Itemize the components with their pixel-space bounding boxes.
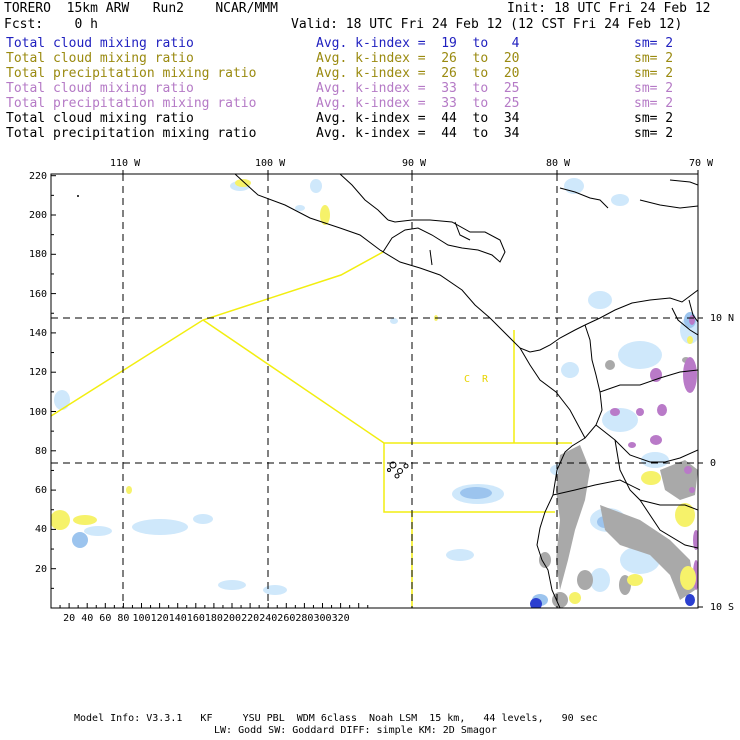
lat-lon-grid xyxy=(51,174,698,608)
x-index-ticks xyxy=(59,603,369,608)
y-tick-label: 100 xyxy=(29,406,48,418)
x-tick-label: 140 xyxy=(168,613,187,624)
legend-k-index: Avg. k-index = 26 to 20 xyxy=(316,66,520,81)
y-tick-label: 220 xyxy=(29,170,48,182)
y-tick-label: 20 xyxy=(35,563,48,575)
region-boundaries xyxy=(51,251,572,608)
legend-smoothing: sm= 2 xyxy=(634,36,674,51)
y-tick-label: 120 xyxy=(29,367,48,379)
x-tick-label: 60 xyxy=(99,613,112,624)
y-tick-label: 180 xyxy=(29,249,48,261)
map-frame xyxy=(50,173,699,609)
legend-smoothing: sm= 2 xyxy=(634,51,674,66)
x-tick-label: 120 xyxy=(150,613,169,624)
x-tick-label: 260 xyxy=(277,613,296,624)
legend-smoothing: sm= 2 xyxy=(634,111,674,126)
forecast-hour: Fcst: 0 h xyxy=(4,17,98,32)
lat-label-0: 0 xyxy=(710,458,717,469)
x-tick-label: 320 xyxy=(331,613,350,624)
legend-smoothing: sm= 2 xyxy=(634,81,674,96)
x-tick-label: 220 xyxy=(241,613,260,624)
model-info: Model Info: V3.3.1 KF YSU PBL WDM 6class… xyxy=(74,713,598,724)
legend-field-name: Total cloud mixing ratio xyxy=(6,111,194,126)
lon-label-90w: 90 W xyxy=(402,158,427,169)
y-tick-label: 40 xyxy=(35,524,48,536)
init-time: Init: 18 UTC Fri 24 Feb 12 xyxy=(507,1,711,16)
y-index-ticks xyxy=(51,175,56,589)
legend-field-name: Total precipitation mixing ratio xyxy=(6,96,257,111)
lon-label-80w: 80 W xyxy=(546,158,571,169)
x-tick-label: 100 xyxy=(132,613,151,624)
legend-smoothing: sm= 2 xyxy=(634,126,674,141)
lat-label-10s: 10 S xyxy=(710,602,735,613)
legend-k-index: Avg. k-index = 33 to 25 xyxy=(316,81,520,96)
y-tick-label: 160 xyxy=(29,288,48,300)
x-tick-label: 80 xyxy=(117,613,130,624)
legend-smoothing: sm= 2 xyxy=(634,66,674,81)
x-tick-label: 240 xyxy=(259,613,278,624)
cloud-dark-areas xyxy=(530,594,695,608)
map-fields xyxy=(51,174,698,608)
small-island xyxy=(77,195,79,197)
costa-rica-label: C R xyxy=(464,374,489,385)
lon-label-110w: 110 W xyxy=(110,158,141,169)
x-tick-label: 160 xyxy=(186,613,205,624)
x-tick-label: 40 xyxy=(81,613,94,624)
coastlines xyxy=(234,174,698,608)
legend-field-name: Total precipitation mixing ratio xyxy=(6,66,257,81)
lon-ticks xyxy=(122,170,699,174)
plot-title: TORERO 15km ARW Run2 NCAR/MMM xyxy=(4,1,278,16)
legend-k-index: Avg. k-index = 44 to 34 xyxy=(316,126,520,141)
legend-k-index: Avg. k-index = 44 to 34 xyxy=(316,111,520,126)
valid-time: Valid: 18 UTC Fri 24 Feb 12 (12 CST Fri … xyxy=(291,17,683,32)
legend-field-name: Total cloud mixing ratio xyxy=(6,81,194,96)
legend-field-name: Total cloud mixing ratio xyxy=(6,36,194,51)
legend-k-index: Avg. k-index = 33 to 25 xyxy=(316,96,520,111)
x-tick-label: 280 xyxy=(295,613,314,624)
legend-k-index: Avg. k-index = 19 to 4 xyxy=(316,36,520,51)
y-tick-label: 200 xyxy=(29,210,48,221)
galapagos-islands xyxy=(387,461,409,479)
precip-yellow-areas xyxy=(51,179,696,604)
y-tick-label: 60 xyxy=(35,485,48,497)
cloud-light-areas xyxy=(54,178,698,595)
lon-label-70w: 70 W xyxy=(689,158,714,169)
precip-gray-areas xyxy=(539,357,698,608)
x-tick-label: 20 xyxy=(63,613,76,624)
legend-field-name: Total cloud mixing ratio xyxy=(6,51,194,66)
physics-info: LW: Godd SW: Goddard DIFF: simple KM: 2D… xyxy=(214,725,497,736)
x-tick-label: 300 xyxy=(313,613,332,624)
lat-label-10n: 10 N xyxy=(710,313,735,324)
x-tick-label: 180 xyxy=(204,613,223,624)
cloud-blue-areas xyxy=(72,312,696,606)
legend-k-index: Avg. k-index = 26 to 20 xyxy=(316,51,520,66)
y-tick-label: 140 xyxy=(29,327,48,339)
x-tick-label: 200 xyxy=(223,613,242,624)
y-tick-label: 80 xyxy=(35,445,48,457)
lat-ticks xyxy=(698,317,703,608)
lon-label-100w: 100 W xyxy=(255,158,286,169)
legend-field-name: Total precipitation mixing ratio xyxy=(6,126,257,141)
legend-smoothing: sm= 2 xyxy=(634,96,674,111)
